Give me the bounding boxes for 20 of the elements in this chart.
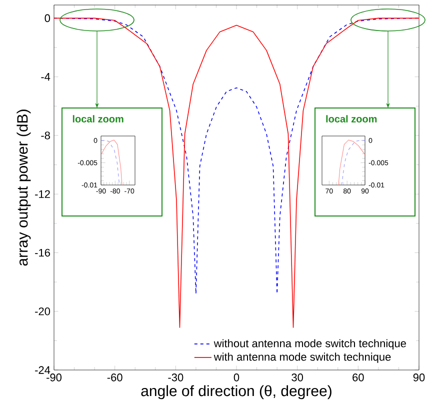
x-tick-label: 0 bbox=[234, 374, 240, 382]
chart-title: local zoom bbox=[326, 115, 377, 122]
x-tick-label: 60 bbox=[352, 374, 364, 382]
y-tick-label: -8 bbox=[41, 132, 50, 140]
x-axis-title: angle of direction (θ, degree) bbox=[141, 385, 332, 400]
y-tick-label: 0 bbox=[44, 14, 50, 22]
x-tick-label: -30 bbox=[168, 374, 184, 382]
y-tick-label: -16 bbox=[35, 248, 50, 257]
legend-label: without antenna mode switch technique bbox=[214, 339, 406, 350]
x-tick-label: 90 bbox=[413, 374, 425, 382]
y-axis-title: array output power (dB) bbox=[16, 110, 31, 266]
y-tick-label: -4 bbox=[41, 73, 50, 81]
x-tick-label: -60 bbox=[107, 374, 122, 382]
chart-title: local zoom bbox=[72, 115, 124, 122]
x-tick-label: -90 bbox=[46, 374, 62, 382]
y-tick-label: -24 bbox=[35, 366, 50, 374]
legend-label: with antenna mode switch technique bbox=[214, 352, 391, 363]
x-tick-label: 30 bbox=[292, 374, 304, 382]
y-tick-label: -20 bbox=[35, 307, 50, 316]
y-tick-label: -12 bbox=[35, 190, 50, 198]
